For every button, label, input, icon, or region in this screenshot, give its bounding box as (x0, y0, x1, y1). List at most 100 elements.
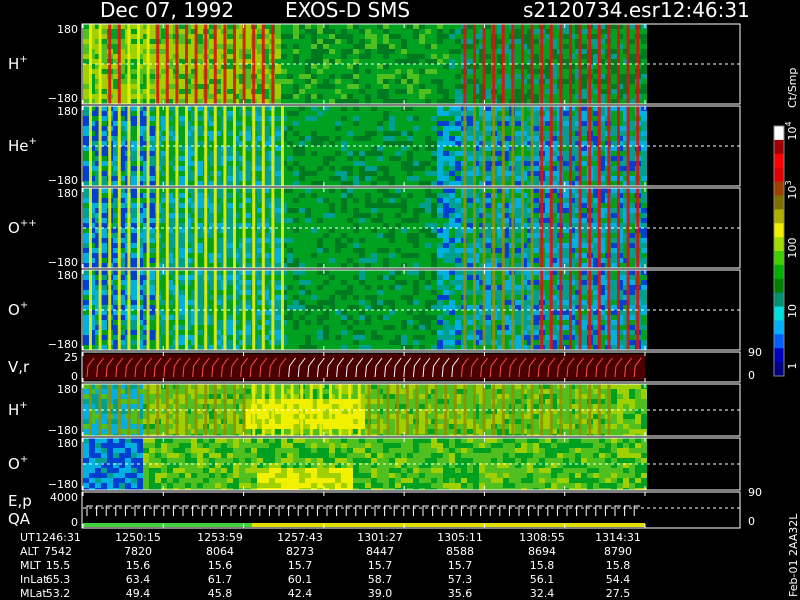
spectrogram-cell (371, 59, 377, 64)
spectrogram-cell (467, 171, 473, 176)
spectrogram-cell (485, 238, 491, 243)
spectrogram-cell (527, 223, 533, 228)
spectrogram-cell (161, 345, 167, 350)
spectrogram-cell (317, 131, 323, 136)
spectrogram-cell (533, 243, 539, 248)
spectrogram-cell (449, 166, 455, 171)
spectrogram-cell (263, 171, 269, 176)
spectrogram-cell (119, 223, 125, 228)
spectrogram-cell (419, 131, 425, 136)
spectrogram-cell (443, 69, 449, 74)
spectrogram-cell (425, 218, 431, 223)
spectrogram-cell (479, 228, 485, 233)
spectrogram-cell (497, 44, 503, 49)
spectrogram-cell (479, 181, 485, 186)
spectrogram-cell (149, 94, 155, 99)
spectrogram-cell (209, 340, 215, 345)
spectrogram-cell (209, 228, 215, 233)
spectrogram-cell (497, 111, 503, 116)
spectrogram-cell (629, 171, 635, 176)
spectrogram-cell (335, 126, 341, 131)
spectrogram-cell (497, 228, 503, 233)
spectrogram-cell (83, 198, 89, 203)
spectrogram-cell (83, 295, 89, 300)
spectrogram-cell (575, 34, 581, 39)
spectrogram-cell (275, 171, 281, 176)
spectrogram-cell (113, 176, 119, 181)
spectrogram-cell (287, 161, 293, 166)
spectrogram-cell (359, 248, 365, 253)
spectrogram-cell (599, 176, 605, 181)
spectrogram-cell (563, 253, 569, 258)
spectrogram-cell (437, 54, 443, 59)
spectrogram-cell (353, 116, 359, 121)
spectrogram-cell (329, 188, 335, 193)
spectrogram-cell (293, 54, 299, 59)
spectrogram-cell (101, 340, 107, 345)
spectrogram-cell (227, 111, 233, 116)
spectrogram-cell (257, 253, 263, 258)
spectrogram-cell (197, 126, 203, 131)
spectrogram-cell (377, 176, 383, 181)
spectrogram-cell (623, 263, 629, 268)
spectrogram-cell (545, 74, 551, 79)
spectrogram-cell (527, 136, 533, 141)
spectrogram-cell (143, 79, 149, 84)
spectrogram-cell (143, 116, 149, 121)
spectrogram-cell (545, 111, 551, 116)
spectrogram-cell (239, 136, 245, 141)
spectrogram-cell (317, 208, 323, 213)
spectrogram-cell (581, 208, 587, 213)
spectrogram-cell (425, 141, 431, 146)
spectrogram-cell (227, 156, 233, 161)
spectrogram-cell (449, 213, 455, 218)
spectrogram-cell (311, 263, 317, 268)
spectrogram-cell (401, 218, 407, 223)
spectrogram-cell (101, 54, 107, 59)
spectrogram-cell (629, 258, 635, 263)
spectrogram-cell (467, 203, 473, 208)
spectrogram-cell (191, 233, 197, 238)
spectrogram-stripe (607, 106, 611, 186)
spectrogram-cell (641, 223, 647, 228)
spectrogram-cell (443, 121, 449, 126)
spectrogram-cell (383, 161, 389, 166)
spectrogram-cell (581, 203, 587, 208)
spectrogram-cell (551, 29, 557, 34)
spectrogram-cell (191, 171, 197, 176)
spectrogram-cell (131, 59, 137, 64)
spectrogram-cell (611, 161, 617, 166)
spectrogram-cell (527, 24, 533, 29)
spectrogram-cell (479, 121, 485, 126)
spectrogram-cell (449, 69, 455, 74)
spectrogram-cell (485, 218, 491, 223)
spectrogram-cell (527, 258, 533, 263)
spectrogram-cell (443, 99, 449, 104)
spectrogram-cell (485, 24, 491, 29)
spectrogram-cell (287, 44, 293, 49)
spectrogram-cell (161, 290, 167, 295)
spectrogram-cell (431, 39, 437, 44)
spectrogram-cell (431, 121, 437, 126)
spectrogram-cell (581, 29, 587, 34)
spectrogram-cell (353, 243, 359, 248)
spectrogram-cell (527, 228, 533, 233)
spectrogram-cell (503, 176, 509, 181)
spectrogram-cell (257, 131, 263, 136)
spectrogram-cell (149, 106, 155, 111)
spectrogram-cell (401, 121, 407, 126)
spectrogram-cell (95, 49, 101, 54)
spectrogram-cell (305, 29, 311, 34)
spectrogram-cell (371, 213, 377, 218)
spectrogram-cell (101, 243, 107, 248)
spectrogram-cell (275, 29, 281, 34)
spectrogram-cell (629, 203, 635, 208)
spectrogram-cell (329, 223, 335, 228)
spectrogram-cell (161, 131, 167, 136)
spectrogram-cell (299, 151, 305, 156)
spectrogram-cell (323, 84, 329, 89)
spectrogram-cell (149, 238, 155, 243)
spectrogram-cell (305, 243, 311, 248)
spectrogram-cell (365, 49, 371, 54)
spectrogram-cell (413, 49, 419, 54)
